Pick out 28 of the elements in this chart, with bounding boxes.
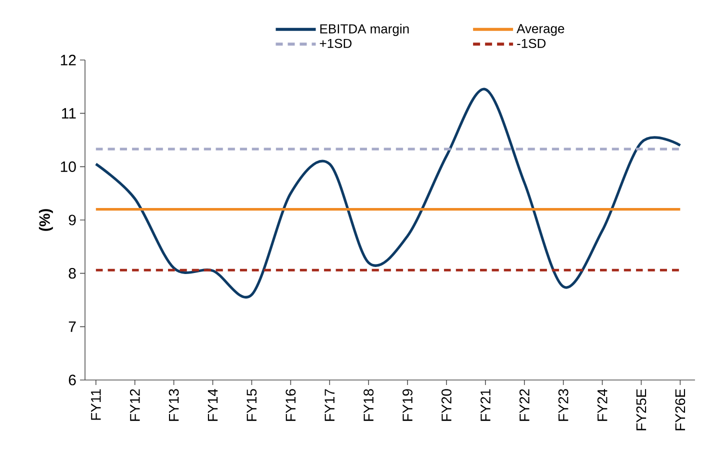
- x-tick-label: FY16: [286, 389, 296, 421]
- legend-label: +1SD: [320, 38, 352, 48]
- y-tick-label: 8: [68, 268, 76, 279]
- y-tick-label: 9: [68, 214, 76, 226]
- y-tick-label: 11: [62, 108, 76, 118]
- legend-label: -1SD: [517, 38, 546, 48]
- x-tick-label: FY20: [442, 389, 452, 421]
- y-tick-label: 12: [60, 54, 76, 66]
- legend-label: Average: [516, 24, 564, 36]
- y-tick-label: 10: [60, 161, 76, 172]
- x-tick-label: FY18: [364, 389, 374, 421]
- x-tick-label: FY14: [208, 388, 218, 421]
- x-tick-label: FY26E: [675, 389, 686, 430]
- y-tick-label: 7: [68, 322, 76, 332]
- x-tick-label: FY24: [597, 388, 608, 421]
- x-tick-label: FY17: [324, 389, 334, 421]
- x-tick-label: FY15: [246, 389, 257, 421]
- x-tick-label: FY23: [558, 389, 568, 421]
- x-tick-label: FY12: [130, 389, 140, 421]
- x-tick-label: FY13: [168, 389, 179, 421]
- x-tick-label: FY19: [402, 389, 412, 421]
- x-tick-label: FY22: [519, 389, 530, 421]
- x-tick-label: FY21: [480, 389, 490, 421]
- x-tick-label: FY25E: [636, 389, 646, 430]
- y-tick-label: 6: [68, 374, 76, 386]
- x-tick-label: FY11: [91, 389, 101, 420]
- legend-label: EBITDA margin: [320, 24, 409, 36]
- y-axis-title: (%): [38, 209, 53, 231]
